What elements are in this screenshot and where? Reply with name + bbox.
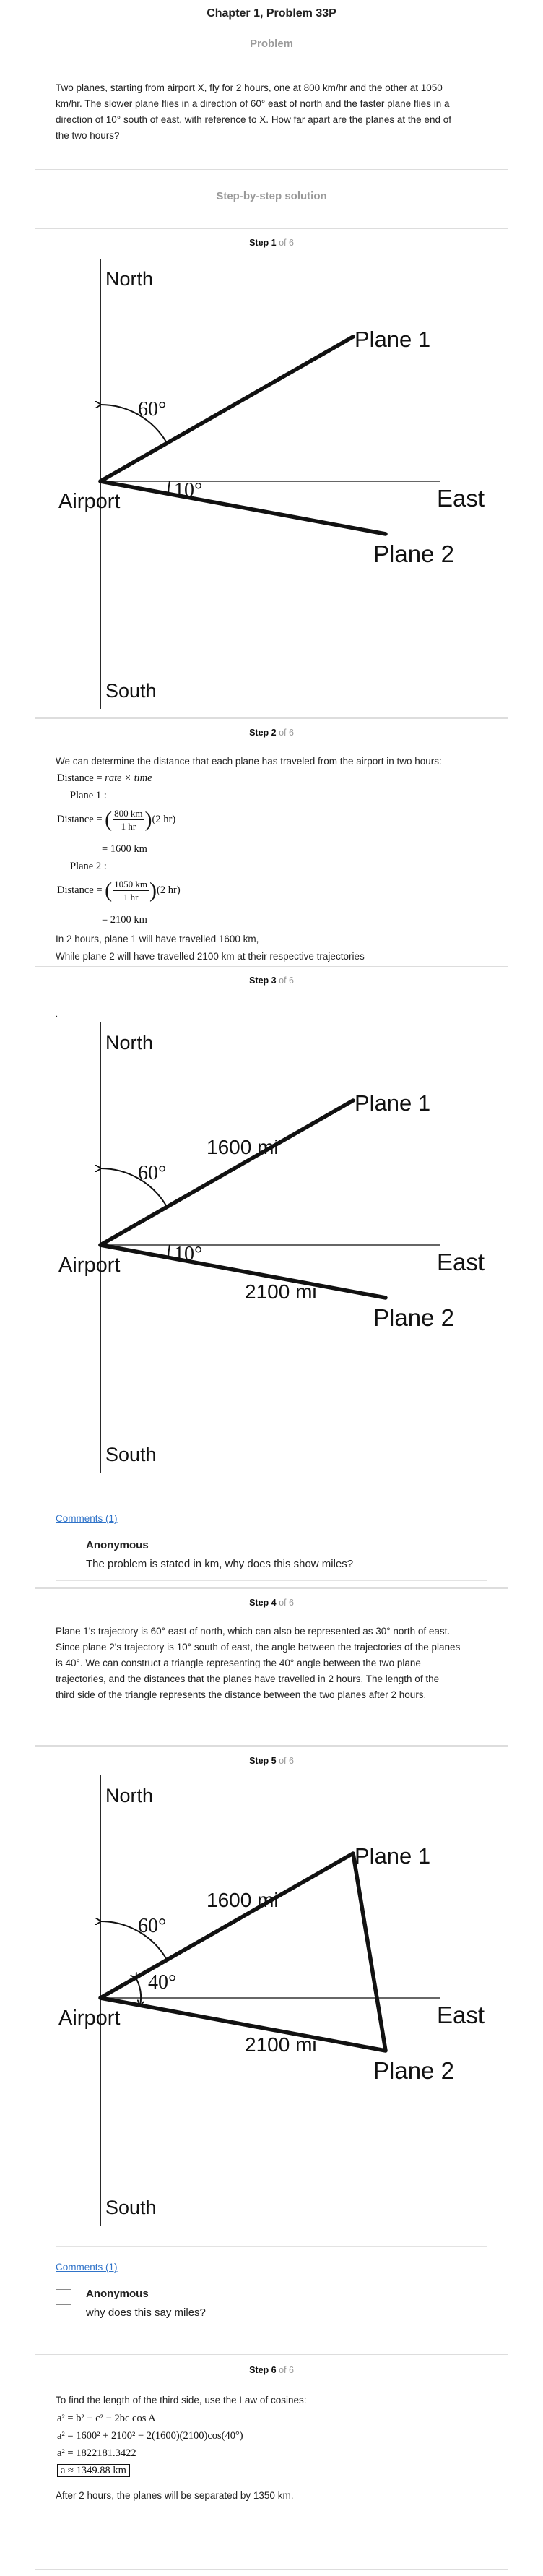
step-card-1: Step 1 of 6 North South East Airport Pla… (35, 228, 508, 718)
step2-intro: We can determine the distance that each … (56, 756, 442, 767)
angle-arc-north (100, 1921, 168, 1960)
distance2-label: 2100 mi (245, 2033, 317, 2056)
angle-arc-north (100, 1168, 168, 1207)
south-label: South (105, 2197, 157, 2218)
comments-link[interactable]: Comments (1) (56, 1513, 118, 1524)
step-card-4: Step 4 of 6 Plane 1's trajectory is 60° … (35, 1588, 508, 1746)
solution-heading: Step-by-step solution (216, 190, 327, 202)
distance1-label: 1600 mi (207, 1889, 279, 1911)
step4-text: Plane 1's trajectory is 60° east of nort… (56, 1626, 461, 1700)
step-label: Step 2 of 6 (249, 728, 294, 738)
comment-text: why does this say miles? (86, 2306, 206, 2319)
avatar (56, 1541, 71, 1556)
north-label: North (105, 1032, 153, 1054)
plane1-heading: Plane 1 : (70, 790, 107, 801)
final-answer: a ≈ 1349.88 km (57, 2464, 130, 2477)
south-label: South (105, 680, 157, 702)
comment-text: The problem is stated in km, why does th… (86, 1558, 354, 1570)
plane1-label: Plane 1 (355, 1843, 430, 1869)
angle-60-label: 60° (138, 398, 166, 421)
south-label: South (105, 1444, 157, 1465)
step-label: Step 5 of 6 (249, 1756, 294, 1766)
step-card-5: Step 5 of 6 North South East Airport Pla… (35, 1746, 508, 2355)
plane1-trajectory (98, 335, 355, 483)
problem-card: Two planes, starting from airport X, fly… (35, 61, 508, 170)
divider (56, 2246, 487, 2247)
avatar (56, 2289, 71, 2305)
plane1-trajectory (98, 1098, 355, 1247)
comments-link[interactable]: Comments (1) (56, 2262, 118, 2273)
east-label: East (437, 1249, 485, 1275)
divider (56, 1580, 487, 1581)
substitution-eq: a² = 1600² + 2100² − 2(1600)(2100)cos(40… (57, 2430, 243, 2442)
step-label: Step 6 of 6 (249, 2365, 294, 2375)
problem-line: the two hours? (56, 130, 120, 141)
step2-conclusion-1: In 2 hours, plane 1 will have travelled … (56, 934, 259, 944)
angle-arc-east (168, 1244, 170, 1259)
airport-label: Airport (58, 2007, 120, 2030)
step-card-3: Step 3 of 6 . North South East Airport P… (35, 966, 508, 1588)
plane2-label: Plane 2 (373, 540, 454, 567)
plane1-result: = 1600 km (102, 843, 147, 855)
angle-arc-north (100, 405, 168, 444)
distance2-label: 2100 mi (245, 1280, 317, 1303)
comment-author: Anonymous (86, 1539, 149, 1551)
plane2-trajectory (98, 1243, 388, 1300)
step-card-2: Step 2 of 6 We can determine the distanc… (35, 718, 508, 965)
problem-heading: Problem (249, 38, 293, 50)
step6-intro: To find the length of the third side, us… (56, 2395, 307, 2405)
step-card-6: Step 6 of 6 To find the length of the th… (35, 2356, 508, 2570)
page-title: Chapter 1, Problem 33P (207, 7, 336, 20)
step5-diagram: North South East Airport Plane 1 Plane 2… (58, 1775, 485, 2226)
problem-line: Two planes, starting from airport X, fly… (56, 82, 443, 93)
step2-conclusion-2: While plane 2 will have travelled 2100 k… (56, 951, 365, 962)
plane2-heading: Plane 2 : (70, 861, 107, 872)
step-label: Step 3 of 6 (249, 975, 294, 986)
evaluation-eq: a² = 1822181.3422 (57, 2447, 136, 2459)
angle-10-label: 10° (174, 479, 202, 501)
problem-line: direction of 10° south of east, with ref… (56, 114, 451, 125)
problem-line: km/hr. The slower plane flies in a direc… (56, 98, 450, 109)
plane1-label: Plane 1 (355, 1090, 430, 1116)
angle-arc-between (136, 1978, 141, 2005)
east-label: East (437, 2002, 485, 2028)
step6-conclusion: After 2 hours, the planes will be separa… (56, 2490, 294, 2501)
airport-label: Airport (58, 490, 120, 513)
plane2-label: Plane 2 (373, 2057, 454, 2084)
north-label: North (105, 1785, 153, 1806)
distance1-label: 1600 mi (207, 1136, 279, 1158)
plane2-trajectory (98, 479, 388, 536)
step-label: Step 4 of 6 (249, 1598, 294, 1608)
plane2-result: = 2100 km (102, 914, 147, 926)
angle-10-label: 10° (174, 1243, 202, 1265)
law-of-cosines: a² = b² + c² − 2bc cos A (57, 2413, 156, 2424)
angle-40-label: 40° (148, 1971, 176, 1994)
distance-formula: Distance = rate × time (57, 772, 152, 784)
angle-60-label: 60° (138, 1162, 166, 1184)
north-label: North (105, 268, 153, 290)
plane1-label: Plane 1 (355, 327, 430, 352)
triangle (98, 1851, 388, 2053)
step3-note: . (56, 1010, 58, 1019)
east-label: East (437, 485, 485, 512)
airport-label: Airport (58, 1254, 120, 1277)
angle-60-label: 60° (138, 1915, 166, 1937)
angle-arc-east (168, 481, 170, 495)
step3-diagram: North South East Airport Plane 1 Plane 2… (58, 1022, 485, 1473)
comment-author: Anonymous (86, 2288, 149, 2300)
plane2-distance-eq: Distance = (1050 km 1 hr)(2 hr) (57, 878, 181, 903)
step-label: Step 1 of 6 (249, 238, 294, 248)
plane2-label: Plane 2 (373, 1304, 454, 1331)
plane1-distance-eq: Distance = (800 km 1 hr)(2 hr) (57, 807, 176, 832)
step1-diagram: North South East Airport Plane 1 Plane 2… (58, 259, 485, 709)
